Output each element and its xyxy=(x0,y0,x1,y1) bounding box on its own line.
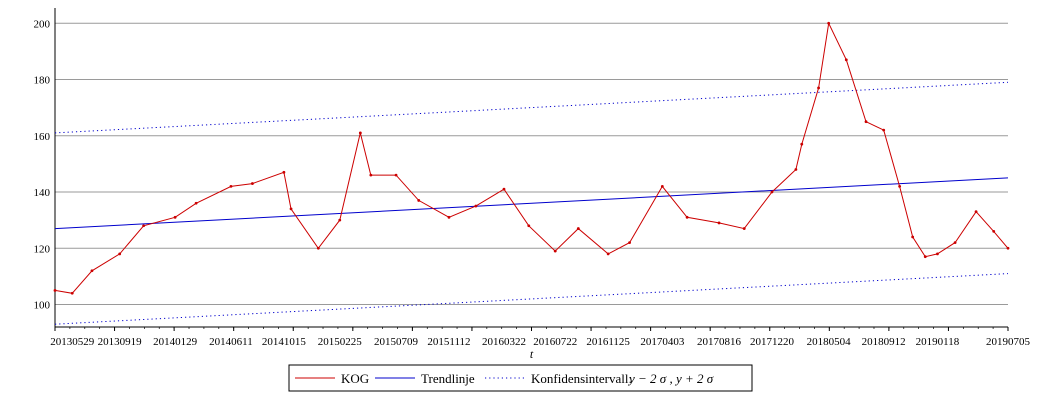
kog-point xyxy=(923,255,927,259)
kog-point xyxy=(911,235,915,239)
kog-point xyxy=(70,291,74,295)
y-tick-label: 160 xyxy=(34,131,51,143)
kog-point xyxy=(882,128,886,132)
kog-point xyxy=(606,252,610,256)
kog-point xyxy=(974,210,978,214)
kog-point xyxy=(817,86,820,90)
kog-point xyxy=(289,207,293,211)
kog-point xyxy=(194,201,198,205)
kog-point xyxy=(742,227,746,230)
kog-point xyxy=(338,218,342,222)
kog-point xyxy=(936,252,939,256)
kog-point xyxy=(864,120,868,124)
x-tick-label: 20180504 xyxy=(807,336,852,348)
kog-point xyxy=(576,227,580,230)
kog-point xyxy=(118,252,122,256)
kog-point xyxy=(251,182,254,185)
x-tick-label: 20171220 xyxy=(750,336,795,348)
legend-box xyxy=(288,364,753,392)
kog-point xyxy=(282,170,286,174)
x-tick-label: 20161125 xyxy=(586,336,630,348)
confidence-upper-line xyxy=(54,81,1009,134)
kog-point xyxy=(90,269,94,273)
kog-point xyxy=(173,215,177,219)
x-tick-label: 20160322 xyxy=(482,336,526,348)
kog-point xyxy=(553,249,557,253)
legend-label: Konfidensintervall: xyxy=(531,371,632,386)
x-tick-label: 20170403 xyxy=(640,336,685,348)
x-tick-label: 20141015 xyxy=(262,336,307,348)
kog-point xyxy=(1006,246,1010,250)
kog-point xyxy=(953,241,957,245)
kog-point xyxy=(992,229,996,233)
kog-point xyxy=(447,215,451,219)
kog-point xyxy=(628,241,631,245)
y-tick-label: 140 xyxy=(34,187,51,199)
y-tick-label: 180 xyxy=(34,75,51,87)
x-tick-label: 20180912 xyxy=(862,336,906,348)
kog-point xyxy=(827,21,831,25)
x-tick-label: 20130919 xyxy=(98,336,143,348)
kog-point xyxy=(844,58,848,62)
kog-point xyxy=(229,184,233,188)
x-tick-label: 20190705 xyxy=(986,336,1031,348)
x-tick-label: 20170816 xyxy=(697,336,742,348)
kog-point xyxy=(800,142,804,146)
kog-point xyxy=(316,246,320,250)
x-tick-label: 20150709 xyxy=(374,336,419,348)
kog-point xyxy=(660,184,664,188)
kog-point xyxy=(794,168,798,171)
x-axis-label: t xyxy=(530,347,534,361)
x-tick-label: 20140129 xyxy=(153,336,198,348)
kog-point xyxy=(394,173,398,177)
kog-point xyxy=(502,187,506,191)
confidence-lower-line xyxy=(54,273,1009,325)
trend-line xyxy=(54,177,1009,230)
kog-point xyxy=(898,184,902,188)
x-tick-label: 20151112 xyxy=(427,336,470,348)
x-tick-label: 20190118 xyxy=(916,336,960,348)
y-tick-label: 120 xyxy=(34,243,51,255)
x-tick-label: 20130529 xyxy=(50,336,95,348)
y-tick-label: 100 xyxy=(34,300,51,312)
kog-point xyxy=(474,204,478,208)
kog-point xyxy=(417,199,421,202)
kog-point xyxy=(142,224,146,228)
kog-point xyxy=(717,221,721,225)
kog-line xyxy=(54,21,1009,294)
x-tick-label: 20150225 xyxy=(318,336,363,348)
kog-point xyxy=(369,173,373,177)
kog-point xyxy=(770,190,774,194)
kog-point xyxy=(685,215,689,219)
kog-point xyxy=(358,131,362,135)
legend-formula: y − 2 σ , y + 2 σ xyxy=(627,371,714,386)
kog-point xyxy=(53,289,57,292)
legend-label: Trendlinje xyxy=(421,371,475,386)
kog-point xyxy=(527,224,531,228)
legend-label: KOG xyxy=(341,371,369,386)
y-tick-label: 200 xyxy=(34,18,51,30)
x-tick-label: 20140611 xyxy=(209,336,253,348)
x-tick-label: 20160722 xyxy=(533,336,577,348)
